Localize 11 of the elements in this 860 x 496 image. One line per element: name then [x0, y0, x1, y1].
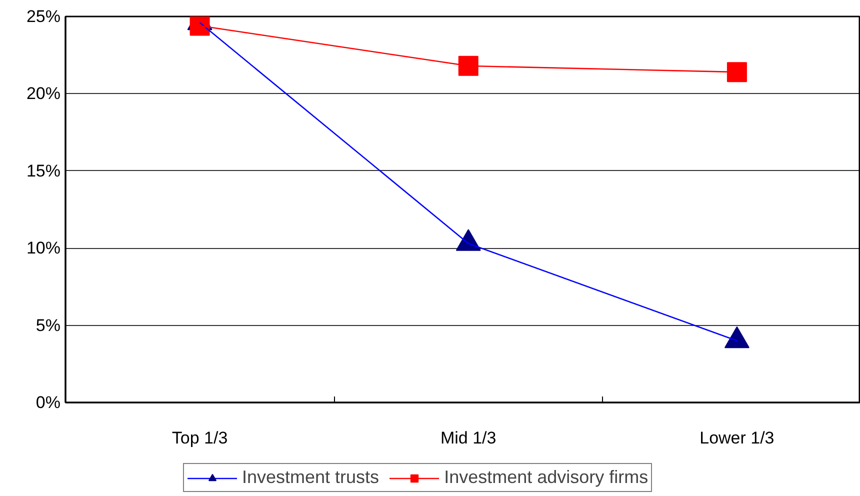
y-tick-label: 0% [36, 393, 61, 412]
legend-label: Investment advisory firms [444, 467, 648, 488]
legend-label: Investment trusts [242, 467, 380, 488]
x-tick-label: Top 1/3 [172, 428, 228, 448]
y-tick-label: 15% [26, 161, 61, 180]
y-tick-label: 10% [26, 238, 61, 258]
y-tick-label: 5% [36, 316, 61, 335]
y-tick-label: 25% [26, 7, 61, 26]
x-tick-label: Lower 1/3 [700, 428, 774, 448]
y-tick-label: 20% [26, 84, 61, 104]
x-tick-label: Mid 1/3 [440, 428, 496, 448]
